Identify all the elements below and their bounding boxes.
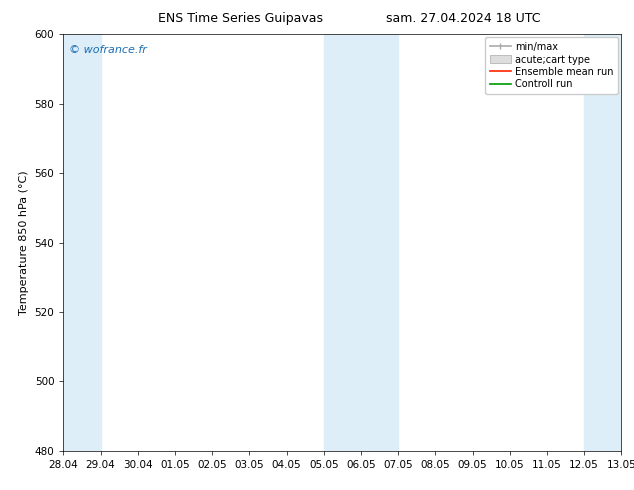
Y-axis label: Temperature 850 hPa (°C): Temperature 850 hPa (°C) [19, 170, 29, 315]
Text: ENS Time Series Guipavas: ENS Time Series Guipavas [158, 12, 323, 25]
Text: © wofrance.fr: © wofrance.fr [69, 45, 147, 55]
Bar [324, 34, 398, 451]
Legend: min/max, acute;cart type, Ensemble mean run, Controll run: min/max, acute;cart type, Ensemble mean … [485, 37, 618, 94]
Text: sam. 27.04.2024 18 UTC: sam. 27.04.2024 18 UTC [385, 12, 540, 25]
Bar [584, 34, 621, 451]
Bar [63, 34, 101, 451]
